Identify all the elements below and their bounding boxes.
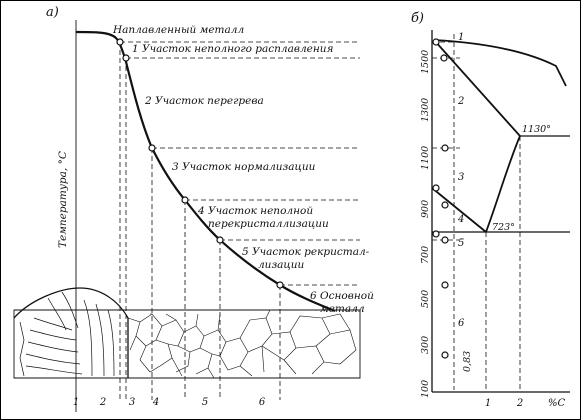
b-point-4b bbox=[441, 201, 449, 209]
zone-label-weld-metal: Наплавленный металл bbox=[112, 24, 244, 36]
x-tick-083: 0,83 bbox=[462, 351, 473, 372]
eutectic-temp-label: 1130° bbox=[522, 124, 551, 135]
b-point-3 bbox=[441, 144, 449, 152]
panel-a-label: а) bbox=[46, 5, 59, 20]
y-tick-300: 300 bbox=[420, 336, 431, 354]
b-zone-number-5: 5 bbox=[458, 238, 464, 249]
bottom-number-4: 4 bbox=[152, 397, 159, 408]
b-point-2 bbox=[440, 54, 448, 62]
y-tick-1100: 1100 bbox=[420, 146, 431, 170]
bottom-number-1: 1 bbox=[73, 397, 79, 408]
bottom-number-2: 2 bbox=[99, 397, 106, 408]
b-zone-number-6: 6 bbox=[458, 318, 465, 329]
b-point-5b bbox=[441, 236, 449, 244]
bottom-number-3: 3 bbox=[129, 397, 135, 408]
bottom-number-6: 6 bbox=[259, 397, 266, 408]
curve-point-3 bbox=[148, 144, 156, 152]
microstructure-band bbox=[13, 287, 361, 379]
zone-label-5: 5 Участок рекристал- bbox=[242, 246, 370, 258]
b-point-5 bbox=[432, 230, 440, 238]
curve-point-5 bbox=[216, 236, 224, 244]
eutectoid-temp-label: 723° bbox=[492, 222, 515, 233]
bottom-number-5: 5 bbox=[202, 397, 208, 408]
panel-a-y-axis-label: Температура, °С bbox=[57, 151, 69, 248]
y-tick-500: 500 bbox=[420, 290, 431, 308]
zone-label-2: 2 Участок перегрева bbox=[144, 95, 264, 107]
curve-point-6 bbox=[276, 281, 284, 289]
panel-b-label: б) bbox=[411, 11, 424, 26]
zone-label-5-line2: лизации bbox=[258, 259, 305, 271]
y-tick-700: 700 bbox=[420, 246, 431, 264]
b-point-1 bbox=[432, 38, 440, 46]
curve-point-1 bbox=[116, 38, 124, 46]
x-axis-unit: %C bbox=[548, 398, 566, 409]
zone-label-6-line2: металл bbox=[320, 303, 365, 315]
zone-label-4: 4 Участок неполной bbox=[197, 205, 313, 217]
b-point-6 bbox=[441, 281, 449, 289]
b-zone-number-2: 2 bbox=[457, 96, 464, 107]
panel-b-y-ticks: 1500 1300 1100 900 700 500 300 100 bbox=[420, 50, 431, 398]
x-tick-2: 2 bbox=[516, 398, 523, 409]
zone-label-6: 6 Основной bbox=[310, 290, 374, 302]
curve-point-2 bbox=[122, 54, 130, 62]
y-tick-1500: 1500 bbox=[420, 50, 431, 74]
x-tick-1: 1 bbox=[485, 398, 491, 409]
zone-label-1: 1 Участок неполного расплавления bbox=[132, 43, 334, 55]
curve-point-4 bbox=[181, 196, 189, 204]
y-tick-1300: 1300 bbox=[420, 98, 431, 122]
zone-label-3: 3 Участок нормализации bbox=[172, 161, 316, 173]
b-zone-number-3: 3 bbox=[458, 172, 464, 183]
iron-carbon-phase-lines bbox=[431, 39, 570, 233]
b-zone-number-1: 1 bbox=[458, 32, 464, 43]
y-tick-900: 900 bbox=[420, 200, 431, 218]
b-point-7 bbox=[441, 351, 449, 359]
b-point-4 bbox=[432, 184, 440, 192]
b-zone-number-4: 4 bbox=[457, 214, 464, 225]
y-tick-100: 100 bbox=[420, 380, 431, 398]
zone-label-4-line2: перекристаллизации bbox=[208, 218, 329, 230]
